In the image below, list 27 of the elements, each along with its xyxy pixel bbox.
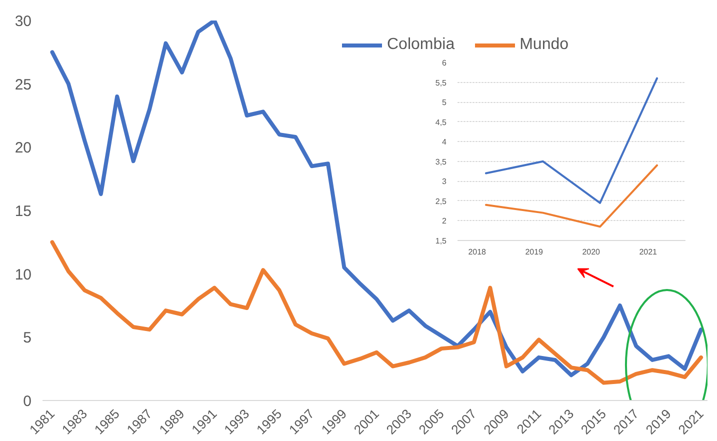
legend-label: Mundo bbox=[520, 36, 569, 54]
y-tick-label: 20 bbox=[14, 140, 32, 157]
y-tick-label: 6 bbox=[442, 58, 448, 68]
y-tick-label: 10 bbox=[14, 266, 32, 284]
y-tick-label: 0 bbox=[23, 393, 32, 410]
x-tick-label: 2019 bbox=[525, 248, 544, 256]
y-tick-label: 30 bbox=[14, 13, 32, 30]
y-tick-label: 5 bbox=[442, 98, 448, 108]
y-tick-label: 4,5 bbox=[435, 118, 448, 127]
y-tick-label: 1,5 bbox=[435, 236, 448, 246]
line-series bbox=[50, 20, 704, 378]
y-tick-label: 25 bbox=[14, 76, 32, 94]
line-series bbox=[50, 240, 704, 385]
line-series bbox=[485, 77, 658, 204]
x-tick-label: 2018 bbox=[468, 248, 487, 256]
x-tick-label: 2021 bbox=[639, 248, 658, 256]
y-tick-label: 4 bbox=[442, 138, 448, 147]
y-tick-label: 5 bbox=[23, 330, 32, 347]
x-tick-label: 2020 bbox=[582, 248, 601, 256]
legend-label: Colombia bbox=[387, 36, 455, 54]
y-tick-label: 2,5 bbox=[435, 196, 448, 206]
y-tick-label: 3 bbox=[442, 177, 448, 186]
y-tick-label: 3,5 bbox=[435, 157, 448, 166]
y-tick-label: 5,5 bbox=[435, 78, 448, 88]
y-tick-label: 15 bbox=[14, 203, 32, 220]
y-tick-label: 2 bbox=[442, 216, 448, 226]
line-series bbox=[485, 164, 658, 228]
